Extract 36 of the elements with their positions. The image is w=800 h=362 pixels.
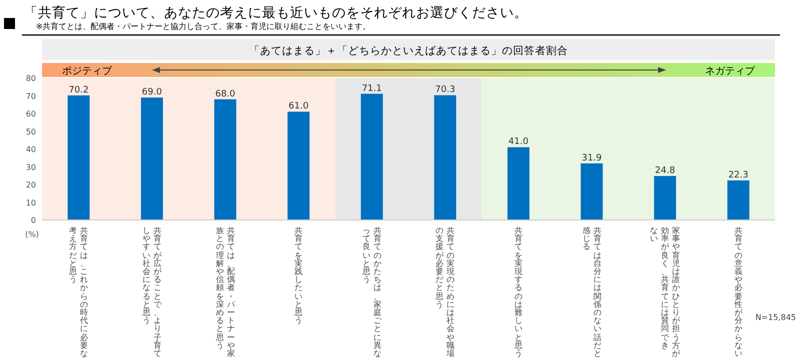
data-label: 71.1 <box>362 84 382 94</box>
chart-title: 「共育て」について、あなたの考えに最も近いものをそれぞれお選びください。 <box>24 4 528 21</box>
data-label: 31.9 <box>582 153 602 164</box>
y-tick-label: 20 <box>26 180 36 190</box>
band-label: ネガティブ <box>705 65 756 77</box>
bar <box>214 99 236 220</box>
data-label: 61.0 <box>288 102 309 112</box>
bar <box>434 95 456 220</box>
data-label: 68.0 <box>215 89 236 100</box>
y-tick-label: 50 <box>26 127 36 136</box>
data-label: 69.0 <box>142 88 162 98</box>
y-axis-title: (%) <box>25 230 39 239</box>
chart-subtitle: ※共育てとは、配偶者・パートナーと協力し合って、家事・育児に取り組むことをいいます。 <box>36 22 371 31</box>
text: N=15,845 <box>755 313 796 322</box>
text: 「あてはまる」＋「どちらかといえばあてはまる」の回答者割合 <box>249 44 568 57</box>
bar <box>360 94 383 220</box>
bar <box>580 163 603 220</box>
data-label: 70.2 <box>68 85 89 96</box>
y-tick-label: 10 <box>26 198 36 208</box>
y-tick-label: 40 <box>26 145 36 154</box>
bar <box>727 180 750 220</box>
y-tick-label: 80 <box>26 74 36 83</box>
y-tick-label: 0 <box>30 216 36 225</box>
data-label: 22.3 <box>728 170 748 180</box>
y-tick-label: 30 <box>26 162 36 172</box>
bar <box>288 112 310 220</box>
band-label: ポジティブ <box>62 65 113 77</box>
bar <box>507 147 530 220</box>
y-tick-label: 60 <box>26 110 36 118</box>
data-label: 41.0 <box>508 137 529 148</box>
bar <box>140 98 163 220</box>
data-label: 24.8 <box>655 166 676 176</box>
bar <box>654 176 676 220</box>
bar <box>68 95 90 220</box>
data-label: 70.3 <box>435 85 456 96</box>
y-tick-label: 70 <box>26 92 36 101</box>
